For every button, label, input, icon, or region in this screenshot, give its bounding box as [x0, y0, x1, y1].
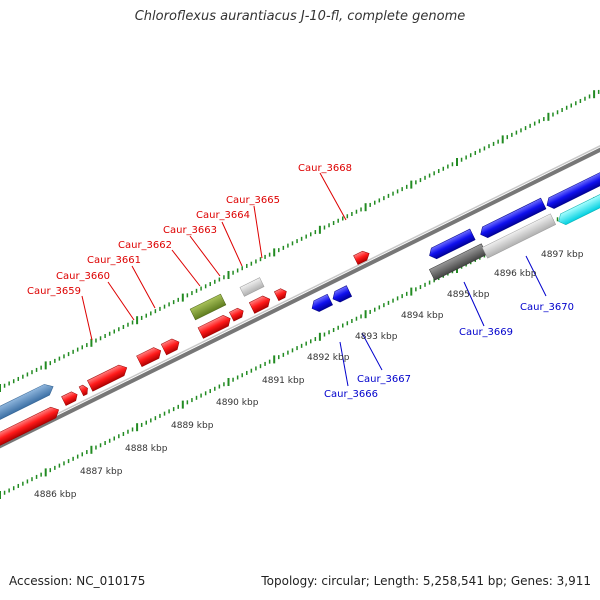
- map-title: Chloroflexus aurantiacus J-10-fl, comple…: [134, 9, 466, 24]
- kbp-label: 4888 kbp: [125, 444, 168, 454]
- gene-caur-3666: [311, 293, 333, 312]
- gene-red-small: [273, 288, 287, 302]
- gene-red-1: [0, 406, 60, 447]
- gene-blue-3: [546, 169, 600, 209]
- gene-blue-1: [429, 228, 476, 260]
- kbp-label: 4893 kbp: [355, 332, 398, 342]
- kbp-label: 4886 kbp: [34, 490, 77, 500]
- kbp-labels: 4886 kbp 4887 kbp 4888 kbp 4889 kbp 4890…: [34, 250, 584, 500]
- gene-caur-3664: [229, 307, 244, 322]
- gene-label: Caur_3668: [298, 163, 352, 174]
- kbp-label: 4892 kbp: [307, 353, 350, 363]
- gene-label: Caur_3665: [226, 195, 280, 206]
- gene-label: Caur_3659: [27, 286, 81, 297]
- gene-caur-3670: [558, 186, 600, 225]
- kbp-label: 4894 kbp: [401, 311, 444, 321]
- top-label-leaders: [81, 172, 347, 341]
- kbp-label: 4897 kbp: [541, 250, 584, 260]
- gene-caur-3663: [197, 315, 231, 339]
- kbp-label: 4889 kbp: [171, 421, 214, 431]
- gene-label: Caur_3661: [87, 255, 141, 266]
- gene-red-3: [78, 384, 88, 397]
- gene-blue-2: [480, 197, 547, 238]
- gene-caur-3659: [87, 364, 128, 392]
- gene-label: Caur_3667: [357, 374, 411, 385]
- gene-caur-3668: [353, 250, 370, 265]
- gene-caur-3660: [136, 347, 162, 368]
- kbp-label: 4895 kbp: [447, 290, 490, 300]
- gene-label: Caur_3666: [324, 389, 378, 400]
- gene-label: Caur_3670: [520, 302, 574, 313]
- bottom-gene-labels: Caur_3666 Caur_3667 Caur_3669 Caur_3670: [324, 302, 574, 400]
- gene-label: Caur_3662: [118, 240, 172, 251]
- gene-caur-3662: [189, 293, 227, 321]
- gene-label: Caur_3663: [163, 225, 217, 236]
- gene-red-2: [61, 391, 78, 406]
- gene-features: [0, 169, 600, 447]
- gene-caur-3667: [332, 285, 353, 303]
- gene-label: Caur_3660: [56, 271, 110, 282]
- gene-grey-light-1: [239, 277, 265, 297]
- top-gene-labels: Caur_3659 Caur_3660 Caur_3661 Caur_3662 …: [27, 163, 352, 297]
- kbp-label: 4896 kbp: [494, 269, 537, 279]
- gene-caur-3665: [248, 295, 271, 314]
- topology-text: Topology: circular; Length: 5,258,541 bp…: [261, 574, 591, 588]
- bottom-label-leaders: [339, 255, 547, 387]
- gene-steelblue: [0, 384, 54, 428]
- upper-scale-ticks: [0, 89, 600, 392]
- gene-caur-3661: [160, 338, 180, 356]
- gene-label: Caur_3664: [196, 210, 250, 221]
- accession-text: Accession: NC_010175: [9, 574, 146, 588]
- genome-backbone: [0, 145, 600, 449]
- kbp-label: 4887 kbp: [80, 467, 123, 477]
- kbp-label: 4890 kbp: [216, 398, 259, 408]
- gene-grey-light-2: [481, 213, 557, 259]
- gene-label: Caur_3669: [459, 327, 513, 338]
- kbp-label: 4891 kbp: [262, 376, 305, 386]
